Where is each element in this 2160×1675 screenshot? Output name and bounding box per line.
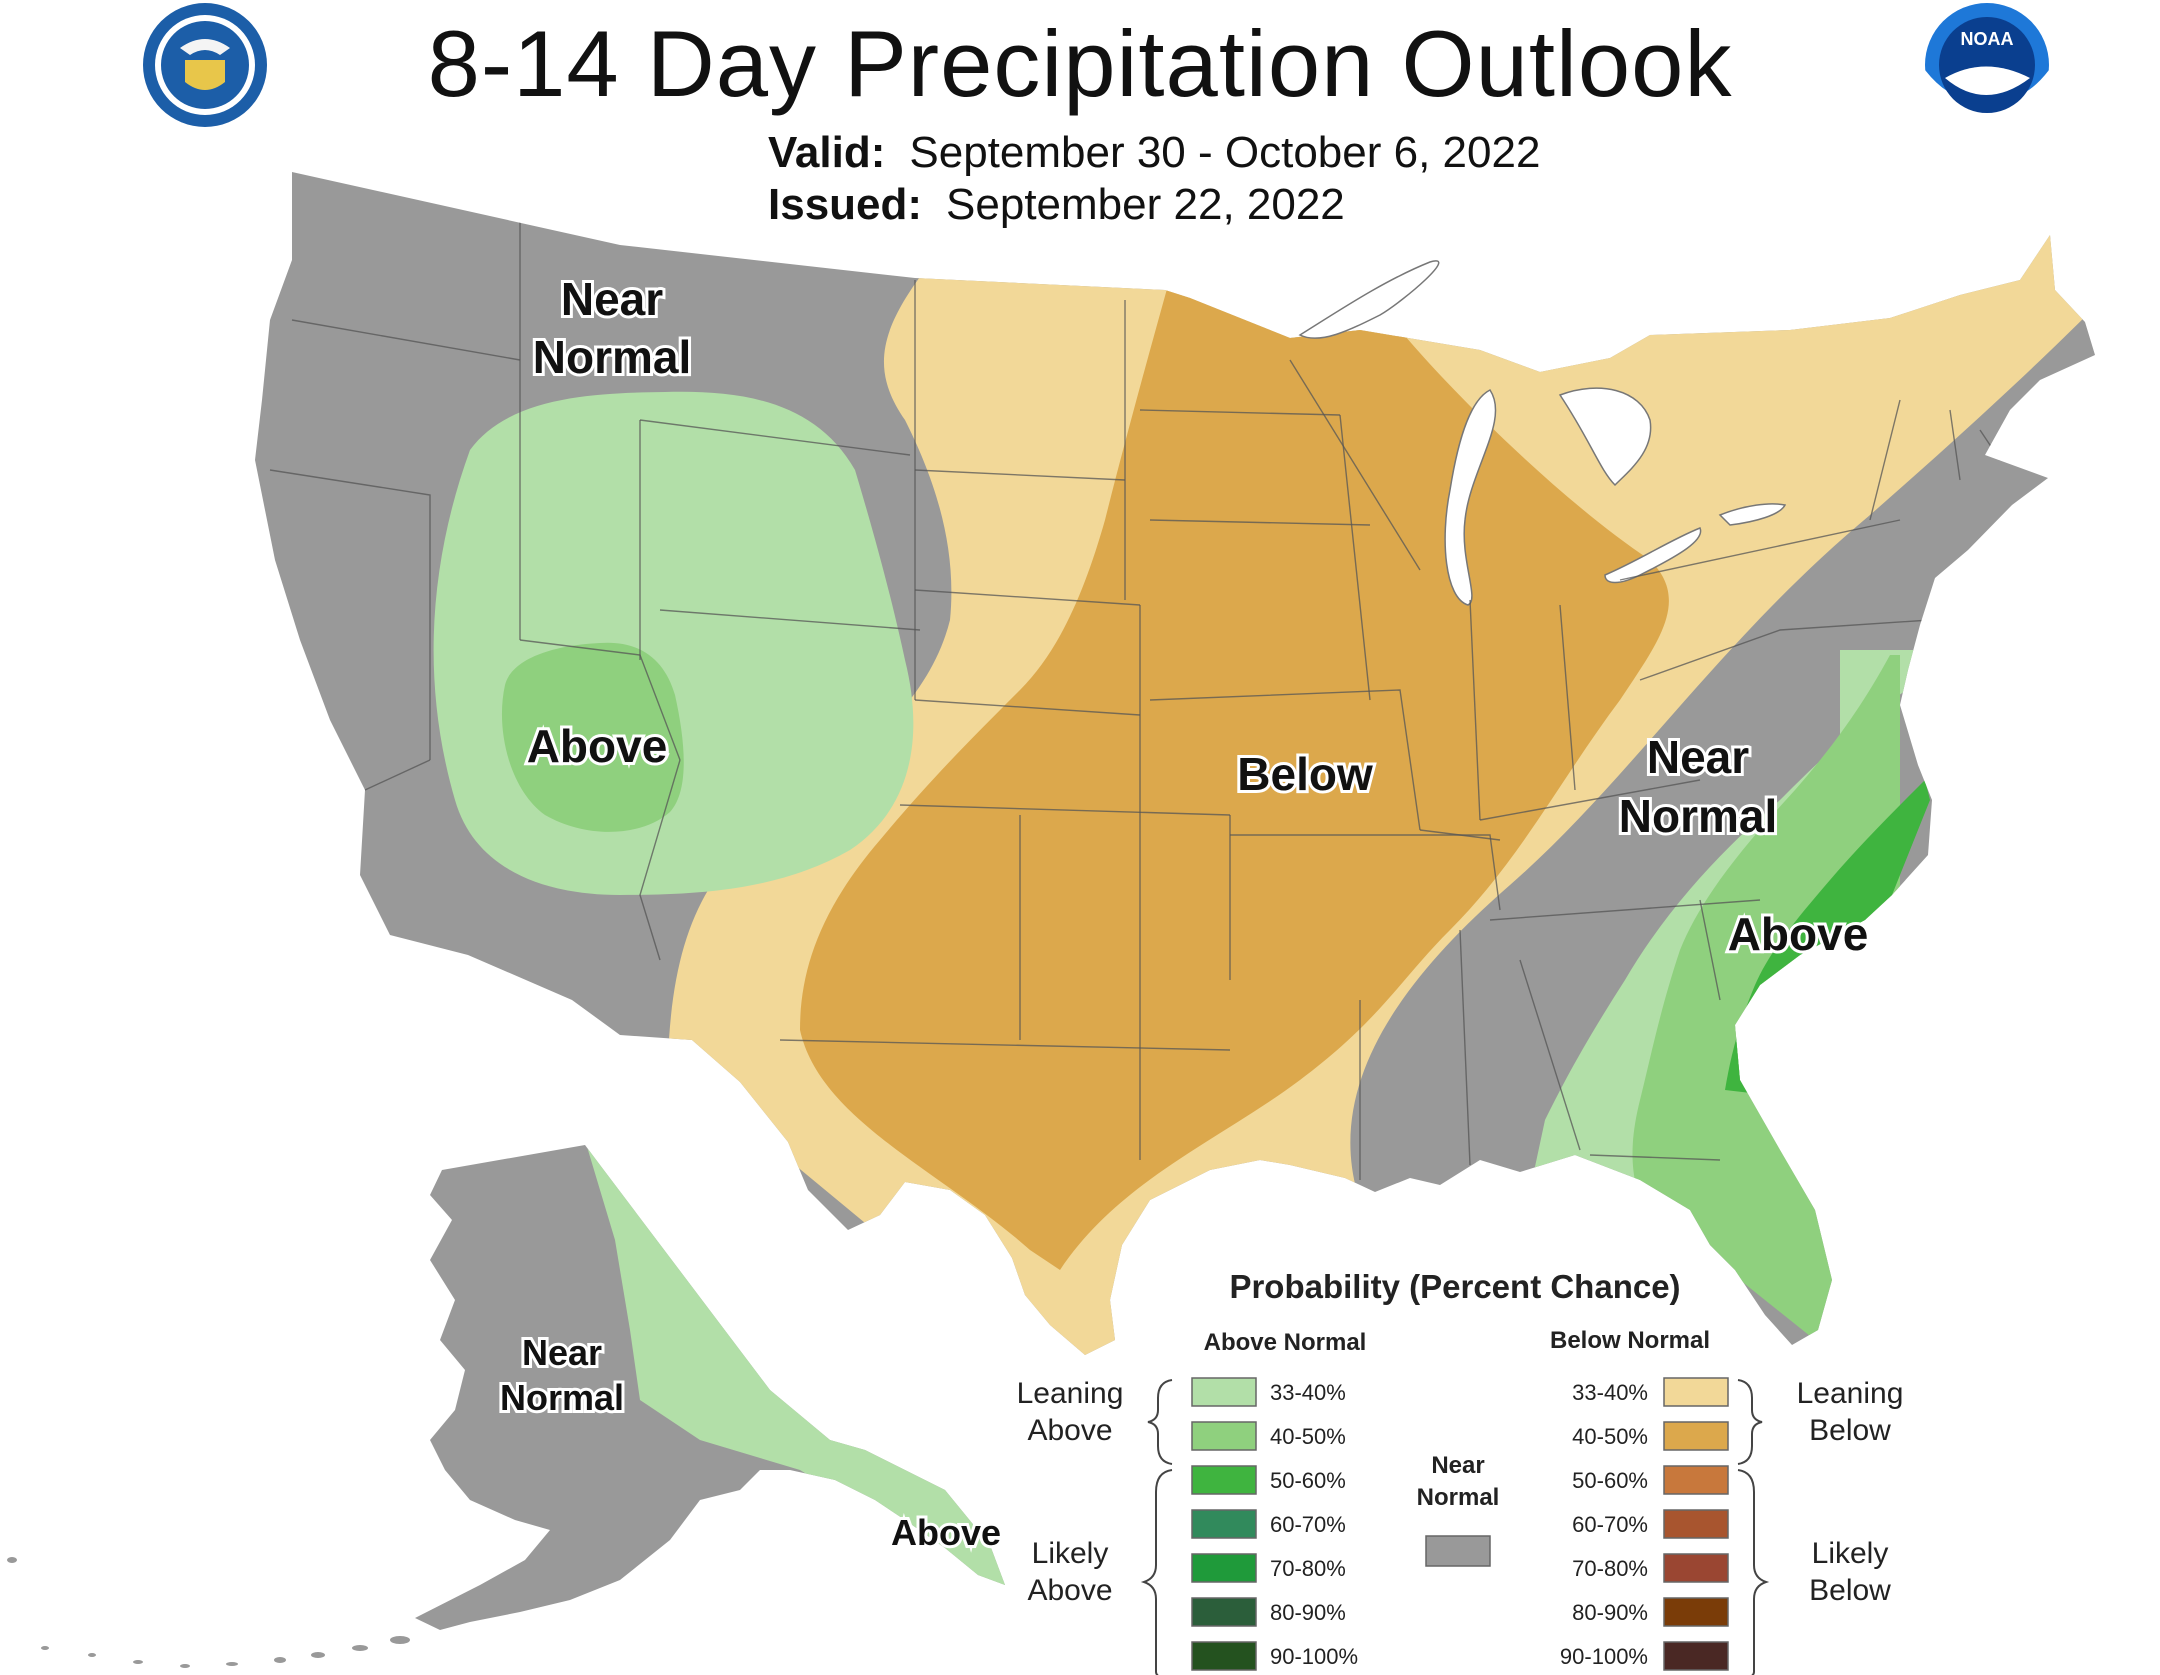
lake-erie bbox=[1604, 527, 1702, 584]
legend-below-swatch-4 bbox=[1663, 1509, 1729, 1539]
great-lakes bbox=[1298, 260, 1787, 606]
noaa-logo-icon: NOAA bbox=[1925, 3, 2049, 132]
map-label-near-normal-west-line2: Normal bbox=[533, 331, 691, 383]
legend-likely-below-line2: Below bbox=[1809, 1574, 1891, 1607]
lake-superior bbox=[1298, 260, 1440, 339]
leaning-above-west-region bbox=[433, 391, 914, 895]
legend-above-label-3: 50-60% bbox=[1270, 1468, 1346, 1493]
legend-below-label-4: 60-70% bbox=[1572, 1512, 1648, 1537]
legend-above-swatch-5 bbox=[1191, 1553, 1257, 1583]
legend-near-header-line1: Near bbox=[1431, 1452, 1484, 1479]
legend-below-swatch-7 bbox=[1663, 1641, 1729, 1671]
legend-likely-above-line2: Above bbox=[1027, 1574, 1112, 1607]
legend-below-label-3: 50-60% bbox=[1572, 1468, 1648, 1493]
map-label-near-normal-east-line1: Near bbox=[1647, 731, 1749, 783]
legend-above-swatch-1 bbox=[1191, 1377, 1257, 1407]
department-of-commerce-seal-icon bbox=[143, 3, 267, 127]
valid-dates: Valid: September 30 - October 6, 2022 bbox=[768, 128, 1540, 178]
legend-above-swatch-3 bbox=[1191, 1465, 1257, 1495]
legend-above-swatch-4 bbox=[1191, 1509, 1257, 1539]
aleutian-islands bbox=[7, 1557, 410, 1668]
legend-above-label-5: 70-80% bbox=[1270, 1556, 1346, 1581]
legend-above-header: Above Normal bbox=[1204, 1329, 1367, 1356]
lake-ontario bbox=[1718, 503, 1787, 526]
conus-map: Near Normal Above Below Near Normal Abov… bbox=[255, 172, 2095, 1355]
legend-below-swatch-2 bbox=[1663, 1421, 1729, 1451]
map-label-alaska-above: Above bbox=[891, 1512, 1001, 1553]
lake-huron bbox=[1558, 387, 1652, 487]
legend-likely-above-line1: Likely bbox=[1032, 1537, 1109, 1570]
legend-title: Probability (Percent Chance) bbox=[1229, 1268, 1680, 1305]
legend-below-swatch-3 bbox=[1663, 1465, 1729, 1495]
legend-below-label-6: 80-90% bbox=[1572, 1600, 1648, 1625]
legend-below-swatch-5 bbox=[1663, 1553, 1729, 1583]
legend-above-label-2: 40-50% bbox=[1270, 1424, 1346, 1449]
issued-label: Issued: bbox=[768, 180, 923, 229]
legend-leaning-above-line2: Above bbox=[1027, 1414, 1112, 1447]
legend-near-swatch bbox=[1425, 1535, 1491, 1567]
legend-above-swatch-2 bbox=[1191, 1421, 1257, 1451]
legend-above-swatch-6 bbox=[1191, 1597, 1257, 1627]
map-label-alaska-near-line1: Near bbox=[522, 1332, 602, 1373]
lake-michigan bbox=[1444, 389, 1497, 606]
legend-below-rows: 33-40% 40-50% 50-60% 60-70% 70-80% 80-90% 90-1… bbox=[1560, 1377, 1729, 1671]
legend-below-label-2: 40-50% bbox=[1572, 1424, 1648, 1449]
legend-above-rows: 33-40% 40-50% 50-60% 60-70% 70-80% 80-90% 90-1… bbox=[1191, 1377, 1358, 1671]
valid-value: September 30 - October 6, 2022 bbox=[909, 128, 1541, 177]
map-label-above-east: Above bbox=[1728, 908, 1869, 960]
legend-above-swatch-7 bbox=[1191, 1641, 1257, 1671]
legend-below-label-7: 90-100% bbox=[1560, 1644, 1648, 1669]
issued-date: Issued: September 22, 2022 bbox=[768, 180, 1345, 230]
legend: Probability (Percent Chance) Above Norma… bbox=[1017, 1268, 1904, 1675]
legend-above-label-4: 60-70% bbox=[1270, 1512, 1346, 1537]
legend-below-label-5: 70-80% bbox=[1572, 1556, 1648, 1581]
legend-near-header-line2: Normal bbox=[1417, 1484, 1500, 1511]
legend-above-label-7: 90-100% bbox=[1270, 1644, 1358, 1669]
legend-above-label-6: 80-90% bbox=[1270, 1600, 1346, 1625]
svg-text:NOAA: NOAA bbox=[1961, 29, 2014, 49]
legend-below-swatch-1 bbox=[1663, 1377, 1729, 1407]
map-label-near-normal-east-line2: Normal bbox=[1619, 790, 1777, 842]
map-label-above-west: Above bbox=[527, 720, 668, 772]
map-label-below-central: Below bbox=[1237, 748, 1373, 800]
map-label-near-normal-west-line1: Near bbox=[561, 273, 663, 325]
legend-likely-below-line1: Likely bbox=[1812, 1537, 1889, 1570]
legend-below-header: Below Normal bbox=[1550, 1327, 1710, 1354]
above-40-50-west-region bbox=[501, 642, 684, 832]
legend-leaning-above-line1: Leaning bbox=[1017, 1377, 1124, 1410]
legend-leaning-below-line2: Below bbox=[1809, 1414, 1891, 1447]
legend-above-label-1: 33-40% bbox=[1270, 1380, 1346, 1405]
map-label-alaska-near-line2: Normal bbox=[500, 1377, 624, 1418]
valid-label: Valid: bbox=[768, 128, 886, 177]
legend-below-label-1: 33-40% bbox=[1572, 1380, 1648, 1405]
legend-below-swatch-6 bbox=[1663, 1597, 1729, 1627]
page-title: 8-14 Day Precipitation Outlook bbox=[427, 11, 1733, 116]
issued-value: September 22, 2022 bbox=[946, 180, 1345, 229]
legend-leaning-below-line1: Leaning bbox=[1797, 1377, 1904, 1410]
